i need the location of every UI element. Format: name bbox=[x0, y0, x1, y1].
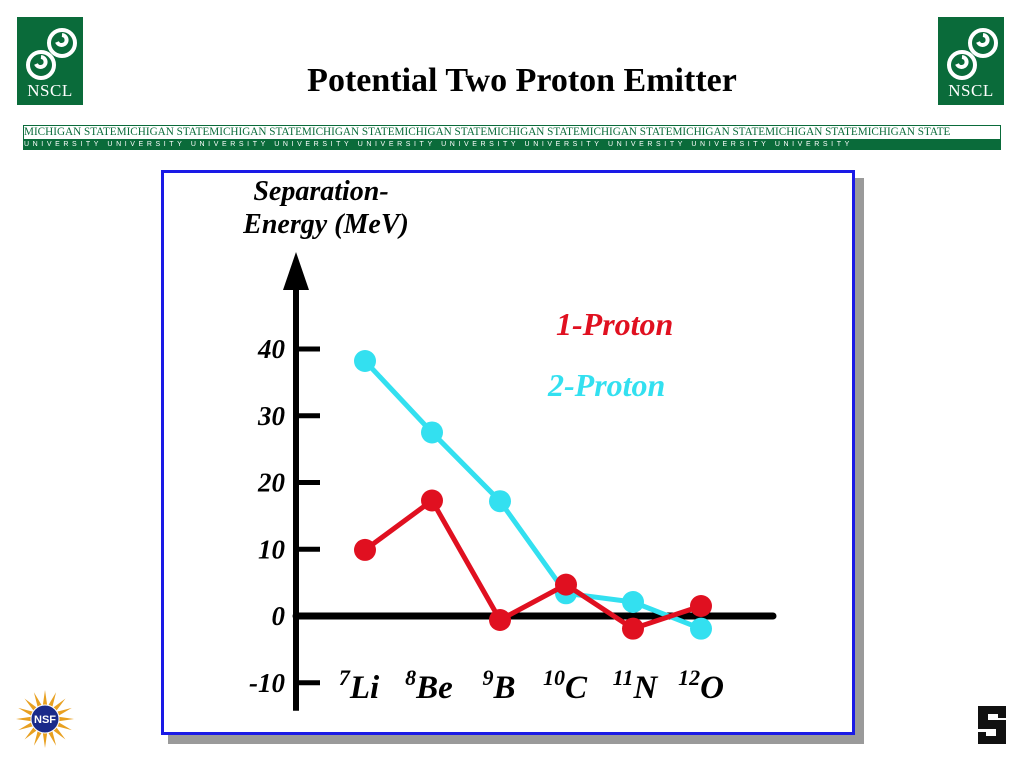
x-tick-symbol: C bbox=[565, 670, 588, 706]
x-tick-mass: 12 bbox=[678, 665, 700, 690]
series-line-1-proton bbox=[363, 498, 702, 632]
x-tick-mass: 9 bbox=[482, 665, 493, 690]
nscl-logo-right: NSCL bbox=[938, 17, 1004, 105]
data-point-2-proton bbox=[354, 350, 376, 373]
nscl-spiral-logo-icon bbox=[947, 28, 998, 80]
x-tick-symbol: Li bbox=[349, 670, 380, 706]
page-title: Potential Two Proton Emitter bbox=[307, 62, 737, 99]
nsf-ray bbox=[52, 726, 66, 740]
y-tick-label: 20 bbox=[257, 468, 286, 498]
y-axis-label-line1: Separation- bbox=[253, 176, 388, 207]
x-tick-label: 11N bbox=[613, 665, 659, 706]
y-tick-label: -10 bbox=[249, 668, 285, 698]
data-point-2-proton bbox=[489, 490, 511, 513]
nsf-ray bbox=[55, 721, 72, 731]
data-point-2-proton bbox=[690, 617, 712, 640]
data-point-2-proton bbox=[622, 590, 644, 613]
nsf-ray bbox=[42, 731, 48, 748]
nscl-spiral-logo-icon bbox=[26, 28, 77, 80]
logo-text: NSCL bbox=[27, 81, 73, 100]
x-tick-symbol: B bbox=[492, 670, 515, 706]
y-tick-label: 40 bbox=[257, 334, 286, 364]
legend-1-proton: 1-Proton bbox=[556, 306, 673, 342]
data-point-2-proton bbox=[421, 421, 443, 444]
nsf-ray bbox=[47, 692, 57, 709]
nscl-logo-left: NSCL bbox=[17, 17, 83, 105]
data-point-1-proton bbox=[690, 594, 712, 617]
x-tick-symbol: Be bbox=[415, 670, 453, 706]
x-tick-symbol: O bbox=[700, 670, 724, 706]
x-tick-symbol: N bbox=[632, 670, 658, 706]
y-tick-label: 0 bbox=[272, 601, 286, 631]
data-point-1-proton bbox=[421, 489, 443, 512]
x-tick-mass: 11 bbox=[613, 665, 634, 690]
x-tick-mass: 10 bbox=[543, 665, 565, 690]
nsf-ray bbox=[33, 729, 43, 746]
nsf-ray bbox=[18, 721, 35, 731]
nsf-text: NSF bbox=[34, 714, 56, 726]
nsf-ray bbox=[18, 707, 35, 717]
nsf-ray bbox=[24, 726, 38, 740]
y-tick-label: 10 bbox=[258, 534, 286, 564]
y-axis-arrow bbox=[283, 252, 309, 290]
nsf-ray bbox=[42, 690, 48, 707]
y-axis-label-line2: Energy (MeV) bbox=[242, 209, 409, 240]
y-tick-label: 30 bbox=[257, 401, 286, 431]
msu-banner: MICHIGAN STATEMICHIGAN STATEMICHIGAN STA… bbox=[23, 125, 1001, 150]
x-tick-label: 9B bbox=[482, 665, 515, 706]
x-tick-label: 8Be bbox=[405, 665, 453, 706]
nsf-ray bbox=[52, 698, 66, 712]
msu-banner-top: MICHIGAN STATEMICHIGAN STATEMICHIGAN STA… bbox=[24, 126, 1000, 140]
data-point-1-proton bbox=[489, 609, 511, 632]
nsf-ray bbox=[47, 729, 57, 746]
data-point-1-proton bbox=[555, 573, 577, 596]
x-tick-label: 10C bbox=[543, 665, 588, 706]
nsf-ray bbox=[55, 707, 72, 717]
data-point-1-proton bbox=[622, 617, 644, 640]
msu-s-logo-icon bbox=[978, 706, 1006, 744]
logo-text: NSCL bbox=[948, 81, 994, 100]
msu-banner-bottom: UNIVERSITY UNIVERSITY UNIVERSITY UNIVERS… bbox=[24, 140, 1000, 149]
x-tick-label: 12O bbox=[678, 665, 724, 706]
nsf-ray bbox=[33, 692, 43, 709]
data-point-1-proton bbox=[354, 538, 376, 561]
legend-2-proton: 2-Proton bbox=[547, 367, 665, 403]
nsf-ray bbox=[16, 716, 33, 722]
nsf-ray bbox=[57, 716, 74, 722]
x-tick-mass: 7 bbox=[339, 665, 351, 690]
series-line-2-proton bbox=[363, 359, 702, 632]
x-tick-label: 7Li bbox=[339, 665, 380, 706]
chart-frame: 40 30 20 10 0 -10 Separation- Energy (MeV) 7Li 8B… bbox=[161, 170, 855, 735]
x-tick-mass: 8 bbox=[405, 665, 416, 690]
nsf-ray bbox=[24, 698, 38, 712]
nsf-seal-icon: NSF bbox=[16, 690, 74, 748]
